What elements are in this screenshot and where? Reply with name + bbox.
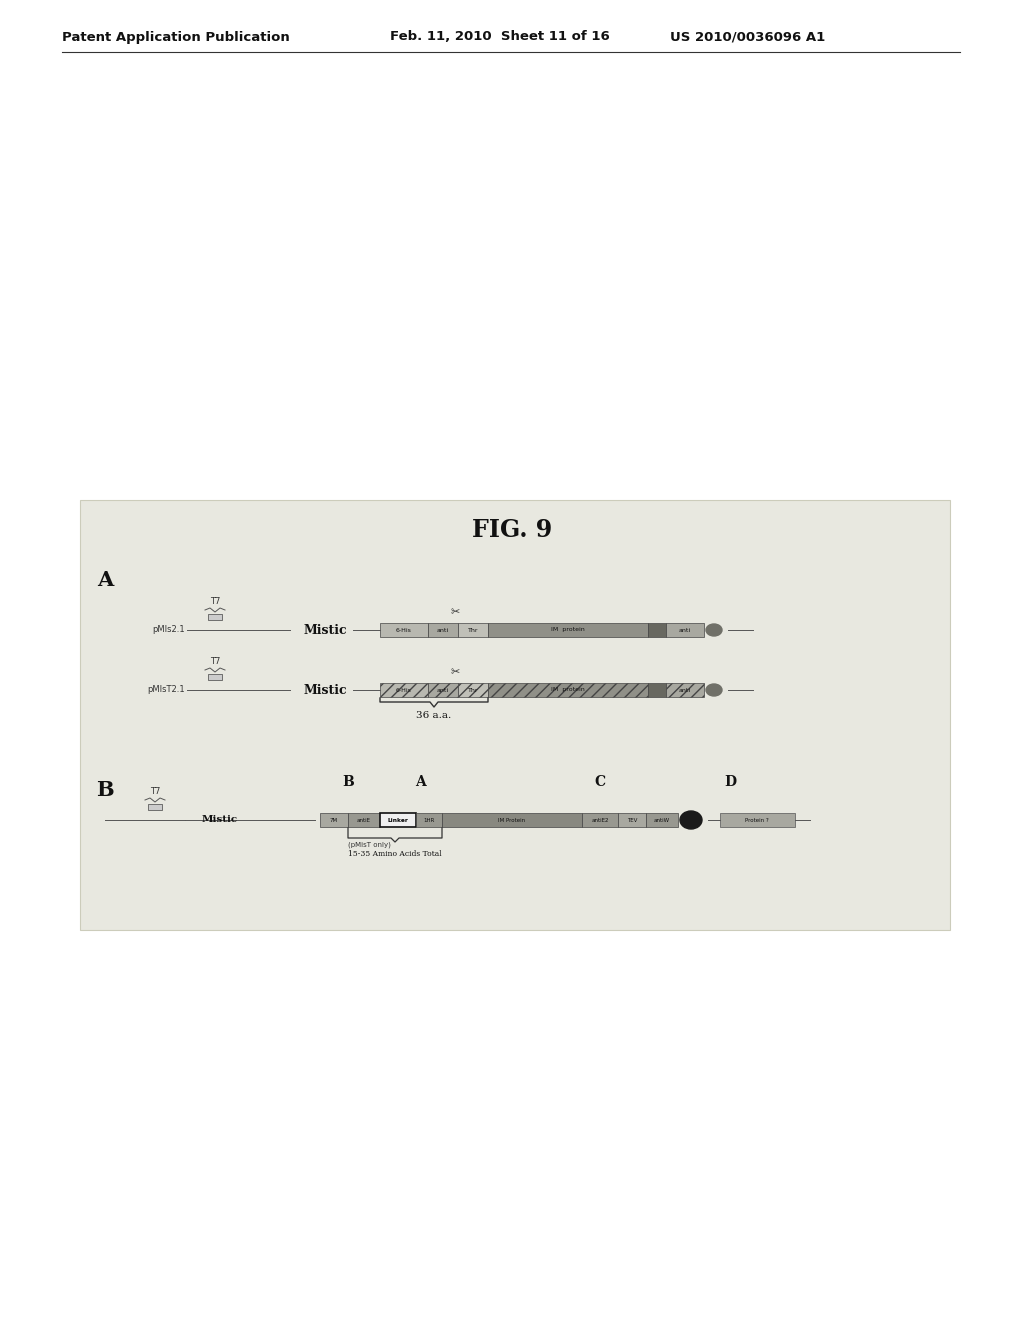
Text: anti: anti [437, 627, 450, 632]
Ellipse shape [706, 624, 722, 636]
FancyBboxPatch shape [646, 813, 678, 828]
Text: D: D [724, 775, 736, 789]
FancyBboxPatch shape [208, 675, 222, 680]
Text: pMIsT2.1: pMIsT2.1 [147, 685, 185, 694]
Text: Thr: Thr [468, 627, 478, 632]
Text: Thr: Thr [468, 688, 478, 693]
Text: B: B [96, 780, 114, 800]
Text: T7: T7 [210, 598, 220, 606]
Text: anti: anti [679, 627, 691, 632]
Text: antiE2: antiE2 [591, 817, 608, 822]
Text: A: A [97, 570, 113, 590]
Text: IM  protein: IM protein [551, 688, 585, 693]
Text: Patent Application Publication: Patent Application Publication [62, 30, 290, 44]
FancyBboxPatch shape [488, 623, 648, 638]
FancyBboxPatch shape [319, 813, 348, 828]
FancyBboxPatch shape [348, 813, 380, 828]
Text: 1HR: 1HR [423, 817, 434, 822]
Text: A: A [415, 775, 425, 789]
Ellipse shape [680, 810, 702, 829]
FancyBboxPatch shape [380, 623, 428, 638]
FancyBboxPatch shape [618, 813, 646, 828]
Text: 15-35 Amino Acids Total: 15-35 Amino Acids Total [348, 850, 441, 858]
Text: 36 a.a.: 36 a.a. [417, 711, 452, 721]
Text: Linker: Linker [387, 817, 409, 822]
Text: Mistic: Mistic [303, 623, 347, 636]
Text: Mistic: Mistic [202, 816, 238, 825]
Text: C: C [595, 775, 605, 789]
FancyBboxPatch shape [428, 623, 458, 638]
Text: FIG. 9: FIG. 9 [472, 517, 552, 543]
FancyBboxPatch shape [380, 813, 416, 828]
Text: US 2010/0036096 A1: US 2010/0036096 A1 [670, 30, 825, 44]
Text: Feb. 11, 2010  Sheet 11 of 16: Feb. 11, 2010 Sheet 11 of 16 [390, 30, 609, 44]
Text: T7: T7 [210, 657, 220, 667]
Text: anti: anti [679, 688, 691, 693]
Text: antiW: antiW [654, 817, 670, 822]
FancyBboxPatch shape [488, 682, 648, 697]
Text: antiE: antiE [357, 817, 371, 822]
FancyBboxPatch shape [458, 682, 488, 697]
FancyBboxPatch shape [666, 623, 705, 638]
Text: pMIs2.1: pMIs2.1 [153, 626, 185, 635]
Text: IM  protein: IM protein [551, 627, 585, 632]
Ellipse shape [706, 684, 722, 696]
FancyBboxPatch shape [416, 813, 442, 828]
FancyBboxPatch shape [648, 623, 666, 638]
Text: Protein ?: Protein ? [745, 817, 769, 822]
Text: TEV: TEV [627, 817, 637, 822]
FancyBboxPatch shape [208, 614, 222, 620]
Text: 6-His: 6-His [396, 688, 412, 693]
Text: ✂: ✂ [451, 607, 460, 616]
FancyBboxPatch shape [458, 623, 488, 638]
FancyBboxPatch shape [148, 804, 162, 810]
FancyBboxPatch shape [666, 682, 705, 697]
Text: T7: T7 [150, 788, 160, 796]
Text: 7M: 7M [330, 817, 338, 822]
FancyBboxPatch shape [582, 813, 618, 828]
Text: ✂: ✂ [451, 667, 460, 677]
FancyBboxPatch shape [720, 813, 795, 828]
FancyBboxPatch shape [428, 682, 458, 697]
Text: B: B [342, 775, 354, 789]
Text: anti: anti [437, 688, 450, 693]
Text: Mistic: Mistic [303, 684, 347, 697]
FancyBboxPatch shape [442, 813, 582, 828]
FancyBboxPatch shape [380, 682, 428, 697]
FancyBboxPatch shape [80, 500, 950, 931]
FancyBboxPatch shape [648, 682, 666, 697]
Text: 6-His: 6-His [396, 627, 412, 632]
Text: (pMisT only): (pMisT only) [348, 841, 391, 847]
Text: IM Protein: IM Protein [499, 817, 525, 822]
